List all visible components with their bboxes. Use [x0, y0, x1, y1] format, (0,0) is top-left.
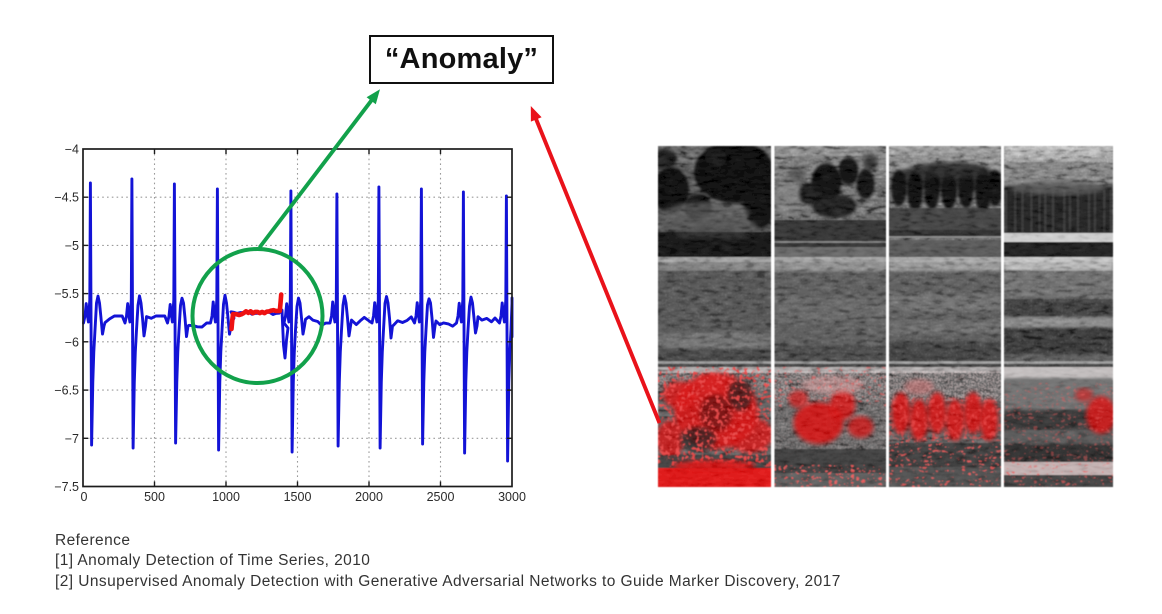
- svg-text:−7.5: −7.5: [54, 480, 79, 494]
- svg-text:3000: 3000: [498, 490, 526, 504]
- svg-text:−6.5: −6.5: [54, 384, 79, 398]
- svg-text:−4: −4: [65, 143, 79, 157]
- svg-text:−5.5: −5.5: [54, 287, 79, 301]
- svg-text:500: 500: [144, 490, 165, 504]
- svg-text:−4.5: −4.5: [54, 191, 79, 205]
- svg-text:−7: −7: [65, 432, 79, 446]
- svg-text:−6: −6: [65, 335, 79, 349]
- svg-text:1500: 1500: [284, 490, 312, 504]
- svg-text:2000: 2000: [355, 490, 383, 504]
- svg-text:−5: −5: [65, 239, 79, 253]
- svg-text:0: 0: [81, 490, 88, 504]
- svg-text:1000: 1000: [212, 490, 240, 504]
- svg-text:2500: 2500: [427, 490, 455, 504]
